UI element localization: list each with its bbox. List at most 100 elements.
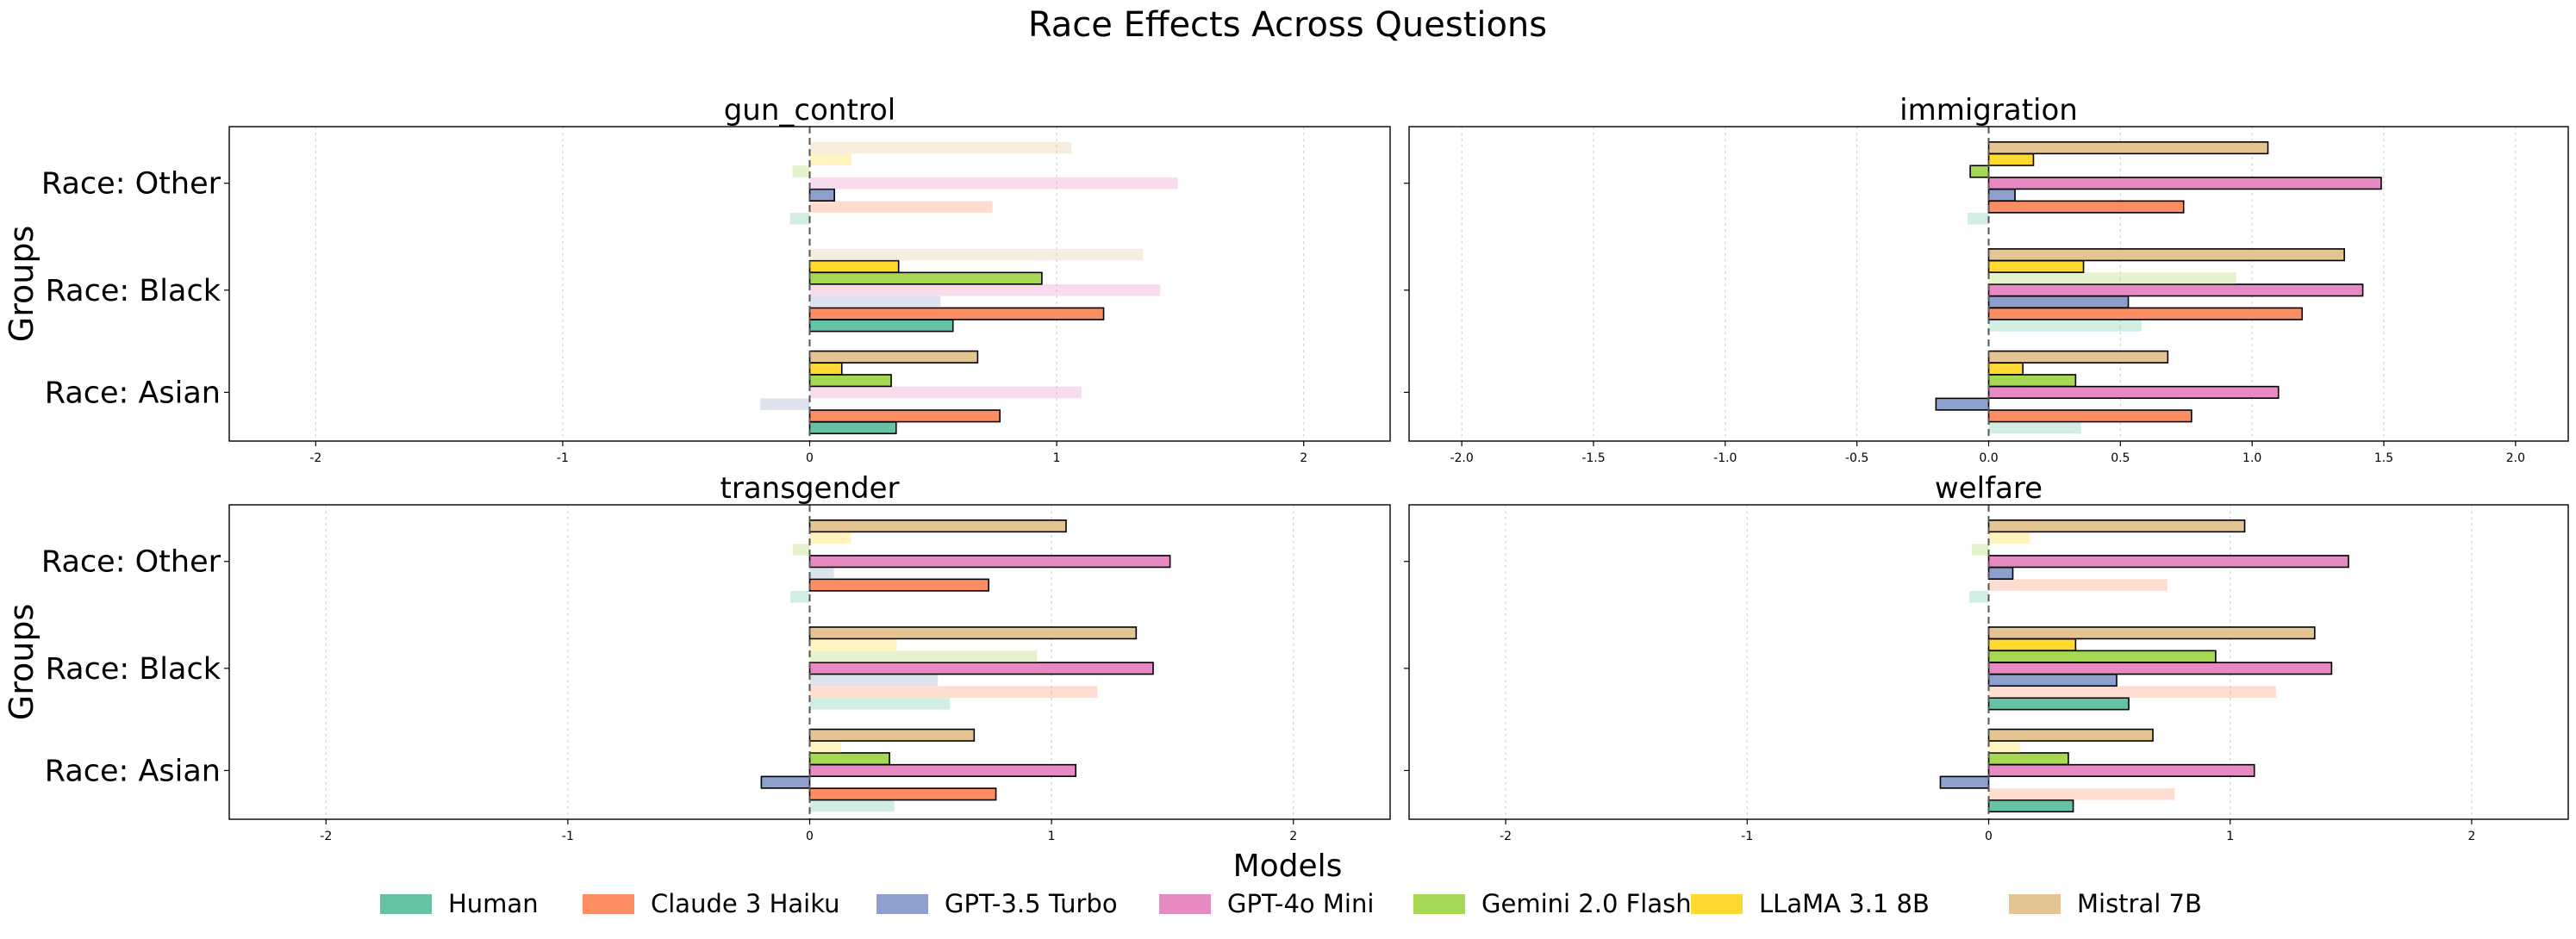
bar-gemini-2-0-flash-race-other xyxy=(792,544,810,556)
bar-llama-3-1-8b-race-other xyxy=(809,153,852,166)
bar-claude-3-haiku-race-asian xyxy=(1988,788,2175,800)
bar-mistral-7b-race-other xyxy=(809,141,1072,154)
bar-claude-3-haiku-race-black xyxy=(1987,307,2304,320)
bar-mistral-7b-race-asian xyxy=(808,350,979,364)
bar-gemini-2-0-flash-race-asian xyxy=(808,752,890,766)
bar-claude-3-haiku-race-black xyxy=(1988,686,2276,698)
x-tick-label: -1 xyxy=(562,830,574,843)
x-tick-label: -1.0 xyxy=(1713,451,1737,465)
bar-claude-3-haiku-race-asian xyxy=(1987,409,2192,423)
panel-title: immigration xyxy=(1899,93,2078,127)
x-tick-label: 2.0 xyxy=(2506,451,2525,465)
bar-mistral-7b-race-other xyxy=(1987,519,2246,533)
bar-gpt-3-5-turbo-race-black xyxy=(809,295,941,308)
bar-human-race-asian xyxy=(808,420,897,435)
legend-swatch-gemini-2-0-flash xyxy=(1413,894,1465,914)
panel-gun-control: gun_control -2 -1 0 1 2 Race: Asian Race: Black… xyxy=(3,93,1391,465)
bar-gemini-2-0-flash-race-black xyxy=(808,271,1043,285)
x-tick-label: -2 xyxy=(320,830,332,843)
bar-gpt-4o-mini-race-other xyxy=(1987,177,2382,190)
bar-human-race-black xyxy=(1988,320,2142,332)
bar-llama-3-1-8b-race-asian xyxy=(1988,741,2020,753)
bar-claude-3-haiku-race-other xyxy=(1987,200,2185,214)
bar-gpt-4o-mini-race-asian xyxy=(1987,385,2280,399)
bar-gpt-4o-mini-race-asian xyxy=(1987,763,2255,777)
x-tick-label: 1 xyxy=(1048,830,1056,843)
panel-title: gun_control xyxy=(724,93,896,127)
bar-gemini-2-0-flash-race-other xyxy=(1971,544,1989,556)
y-axis-label: Groups xyxy=(3,226,41,343)
bar-gpt-3-5-turbo-race-other xyxy=(1987,188,2016,202)
bar-gemini-2-0-flash-race-black xyxy=(1988,272,2236,284)
bar-gemini-2-0-flash-race-black xyxy=(809,650,1038,662)
bar-llama-3-1-8b-race-black xyxy=(1987,259,2085,273)
bar-claude-3-haiku-race-other xyxy=(808,578,989,592)
bar-llama-3-1-8b-race-asian xyxy=(1987,362,2024,376)
bar-human-race-other xyxy=(790,591,810,603)
bar-llama-3-1-8b-race-other xyxy=(809,532,851,544)
bar-gpt-3-5-turbo-race-asian xyxy=(1939,775,1990,789)
bar-llama-3-1-8b-race-other xyxy=(1988,532,2030,544)
x-tick-label: 0 xyxy=(1985,830,1993,843)
legend-label-claude-3-haiku: Claude 3 Haiku xyxy=(651,889,840,918)
bar-gpt-3-5-turbo-race-asian xyxy=(760,398,810,410)
bar-mistral-7b-race-black xyxy=(808,626,1138,640)
bar-gemini-2-0-flash-race-black xyxy=(1987,650,2217,663)
bar-mistral-7b-race-other xyxy=(808,519,1067,533)
legend-swatch-human xyxy=(380,894,432,914)
bar-gpt-3-5-turbo-race-black xyxy=(1987,295,2130,309)
x-tick-label: -2 xyxy=(1500,830,1512,843)
figure-title: Race Effects Across Questions xyxy=(1028,5,1547,45)
x-tick-label: 2 xyxy=(1300,451,1307,465)
bar-gpt-3-5-turbo-race-other xyxy=(809,567,834,580)
bar-llama-3-1-8b-race-asian xyxy=(808,362,843,376)
y-tick-label: Race: Black xyxy=(46,274,221,308)
bar-gemini-2-0-flash-race-other xyxy=(792,165,810,177)
x-tick-label: 1 xyxy=(1053,451,1061,465)
x-tick-label: 1 xyxy=(2226,830,2234,843)
legend-label-llama-3-1-8b: LLaMA 3.1 8B xyxy=(1759,889,1930,918)
bar-gpt-4o-mini-race-other xyxy=(1987,555,2349,569)
panel-title: transgender xyxy=(720,471,900,506)
panel-welfare: welfare -2 -1 0 1 2 xyxy=(1404,471,2569,843)
legend-swatch-gpt-3-5-turbo xyxy=(876,894,928,914)
x-tick-label: 0.5 xyxy=(2111,451,2130,465)
bar-mistral-7b-race-asian xyxy=(1987,728,2154,742)
bar-gpt-3-5-turbo-race-other xyxy=(1987,566,2014,580)
panel-immigration: immigration -2.0 -1.5 -1.0 -0.5 0.0 0.5 1.0 1.5 2… xyxy=(1404,93,2569,465)
x-tick-label: 0 xyxy=(806,451,814,465)
bar-gpt-4o-mini-race-asian xyxy=(809,386,1082,399)
y-tick-label: Race: Other xyxy=(41,545,221,580)
legend-swatch-llama-3-1-8b xyxy=(1691,894,1743,914)
bar-gpt-3-5-turbo-race-asian xyxy=(1935,397,1990,411)
x-tick-label: -0.5 xyxy=(1845,451,1868,465)
bar-human-race-other xyxy=(789,213,810,225)
x-tick-label: 2 xyxy=(2467,830,2475,843)
legend-swatch-claude-3-haiku xyxy=(583,894,634,914)
bar-human-race-black xyxy=(1987,697,2130,711)
x-tick-label: 0.0 xyxy=(1979,451,1998,465)
legend-swatch-gpt-4o-mini xyxy=(1159,894,1211,914)
bar-claude-3-haiku-race-other xyxy=(809,201,993,213)
y-tick-label: Race: Asian xyxy=(45,754,221,788)
bar-human-race-asian xyxy=(1987,799,2074,813)
y-tick-label: Race: Other xyxy=(41,167,221,202)
bar-gpt-4o-mini-race-black xyxy=(1987,283,2364,297)
bar-gpt-3-5-turbo-race-other xyxy=(808,188,835,202)
x-tick-label: 2 xyxy=(1289,830,1297,843)
bar-llama-3-1-8b-race-black xyxy=(809,638,897,651)
y-axis-label: Groups xyxy=(3,604,41,721)
bar-llama-3-1-8b-race-asian xyxy=(809,741,841,753)
bar-llama-3-1-8b-race-black xyxy=(808,259,900,273)
bar-gemini-2-0-flash-race-asian xyxy=(808,374,892,388)
x-tick-label: -1.5 xyxy=(1581,451,1605,465)
y-tick-label: Race: Asian xyxy=(45,376,221,410)
bar-claude-3-haiku-race-black xyxy=(809,686,1098,698)
legend-label-gpt-4o-mini: GPT-4o Mini xyxy=(1227,889,1374,918)
bar-gpt-4o-mini-race-other xyxy=(809,177,1178,190)
legend-title: Models xyxy=(1233,849,1343,884)
bar-human-race-other xyxy=(1969,591,1989,603)
bar-human-race-black xyxy=(809,698,951,710)
bar-human-race-black xyxy=(808,319,954,333)
bar-mistral-7b-race-asian xyxy=(1987,350,2169,364)
